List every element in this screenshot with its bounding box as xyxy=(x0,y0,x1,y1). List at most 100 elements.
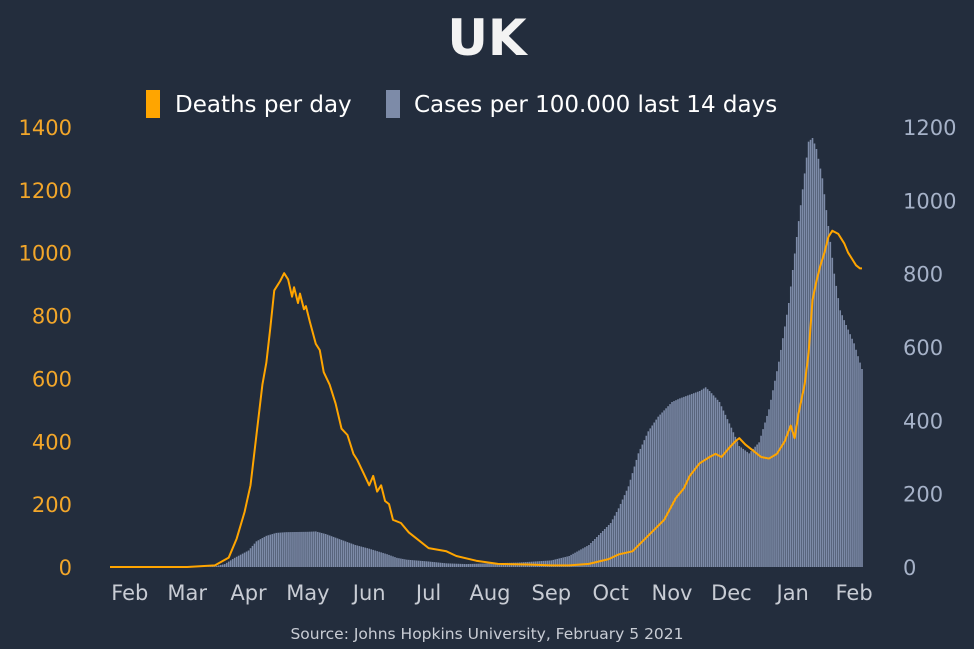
cases-bar xyxy=(307,531,309,567)
x-tick-label: Jul xyxy=(414,581,441,605)
cases-bar xyxy=(714,397,717,567)
cases-bar xyxy=(841,315,843,567)
cases-bar xyxy=(592,541,594,567)
cases-bar xyxy=(728,423,731,567)
cases-bar xyxy=(249,548,252,567)
cases-bar xyxy=(629,479,632,567)
cases-bar xyxy=(542,560,545,567)
cases-bar xyxy=(320,532,323,567)
x-axis: Feb Mar Apr May Jun Jul Aug Sep Oct Nov Dec Jan Feb xyxy=(111,581,872,605)
cases-bar xyxy=(746,451,749,567)
cases-bar xyxy=(627,486,630,567)
cases-bar xyxy=(322,533,325,567)
cases-bar xyxy=(694,392,697,567)
cases-bar xyxy=(740,447,743,567)
cases-bar xyxy=(696,391,699,567)
cases-bar xyxy=(218,565,220,567)
cases-bar xyxy=(843,320,845,567)
cases-bar xyxy=(289,532,291,567)
cases-bar xyxy=(356,545,359,567)
cases-bar xyxy=(469,563,471,567)
cases-bar xyxy=(406,559,408,567)
cases-bar xyxy=(643,440,646,567)
cases-bar xyxy=(706,389,709,567)
cases-bar xyxy=(623,495,626,567)
cases-bar xyxy=(326,534,329,567)
x-tick-label: Jun xyxy=(351,581,386,605)
cases-bar xyxy=(625,490,628,567)
cases-bar xyxy=(827,226,830,567)
cases-bar xyxy=(647,431,650,567)
right-tick-label: 1000 xyxy=(903,189,956,213)
cases-bar xyxy=(301,531,303,567)
cases-bar xyxy=(837,298,840,567)
cases-bar xyxy=(590,543,592,567)
cases-bar xyxy=(445,563,448,567)
cases-bar xyxy=(384,553,386,567)
cases-bar xyxy=(491,563,493,567)
cases-bar xyxy=(328,535,331,567)
cases-bar xyxy=(766,415,768,567)
cases-bar xyxy=(435,562,438,567)
cases-bar xyxy=(744,450,747,567)
cases-bar xyxy=(362,547,365,567)
cases-bar xyxy=(544,560,547,567)
cases-bar xyxy=(364,547,367,567)
cases-bar xyxy=(685,396,687,567)
cases-bar xyxy=(797,221,800,568)
cases-bar xyxy=(639,448,642,567)
cases-bar xyxy=(283,532,285,567)
cases-bar xyxy=(611,519,614,567)
cases-bar xyxy=(839,310,842,567)
cases-bar xyxy=(615,512,618,567)
cases-bar xyxy=(607,525,610,567)
cases-bar xyxy=(815,149,818,567)
x-tick-label: Dec xyxy=(711,581,752,605)
cases-bar xyxy=(332,536,335,567)
cases-bar xyxy=(655,419,657,567)
cases-bar xyxy=(386,554,388,567)
cases-bar xyxy=(417,560,420,567)
cases-bar xyxy=(564,556,566,567)
cases-bar xyxy=(394,557,396,567)
cases-bar xyxy=(487,563,489,567)
cases-bar xyxy=(501,563,503,567)
chart-title: UK xyxy=(447,9,529,67)
cases-bar xyxy=(423,561,426,567)
cases-bar xyxy=(540,561,543,567)
cases-bar xyxy=(374,550,376,567)
cases-bar xyxy=(429,561,432,567)
cases-bar xyxy=(257,540,260,567)
cases-bar xyxy=(693,393,695,567)
cases-bar xyxy=(598,535,600,567)
cases-bar xyxy=(370,549,373,567)
cases-bar xyxy=(390,555,392,567)
left-axis: 0 200 400 600 800 1000 1200 1400 xyxy=(19,116,72,580)
cases-bar xyxy=(222,564,224,567)
cases-bar xyxy=(588,545,590,567)
cases-bar xyxy=(483,563,485,567)
cases-bar xyxy=(255,541,258,567)
cases-bar xyxy=(225,562,228,567)
cases-bar xyxy=(287,532,289,567)
cases-bar xyxy=(633,466,636,567)
right-axis: 0 200 400 600 800 1000 1200 xyxy=(903,116,956,580)
x-tick-label: Nov xyxy=(652,581,693,605)
cases-bar xyxy=(635,459,638,567)
cases-bar xyxy=(467,564,469,567)
cases-bar xyxy=(336,538,339,567)
legend-cases-swatch xyxy=(386,90,400,118)
cases-bar xyxy=(649,428,652,567)
cases-bar xyxy=(787,303,790,567)
cases-bar xyxy=(303,531,305,567)
cases-bar xyxy=(311,531,313,567)
cases-bar xyxy=(251,545,254,567)
cases-bar xyxy=(449,563,452,567)
left-tick-label: 800 xyxy=(32,305,72,329)
cases-bar xyxy=(671,402,673,567)
cases-bar xyxy=(411,560,414,567)
cases-bar xyxy=(849,334,851,567)
cases-bar xyxy=(400,558,402,567)
cases-bar xyxy=(853,343,855,567)
cases-bar xyxy=(223,564,226,567)
